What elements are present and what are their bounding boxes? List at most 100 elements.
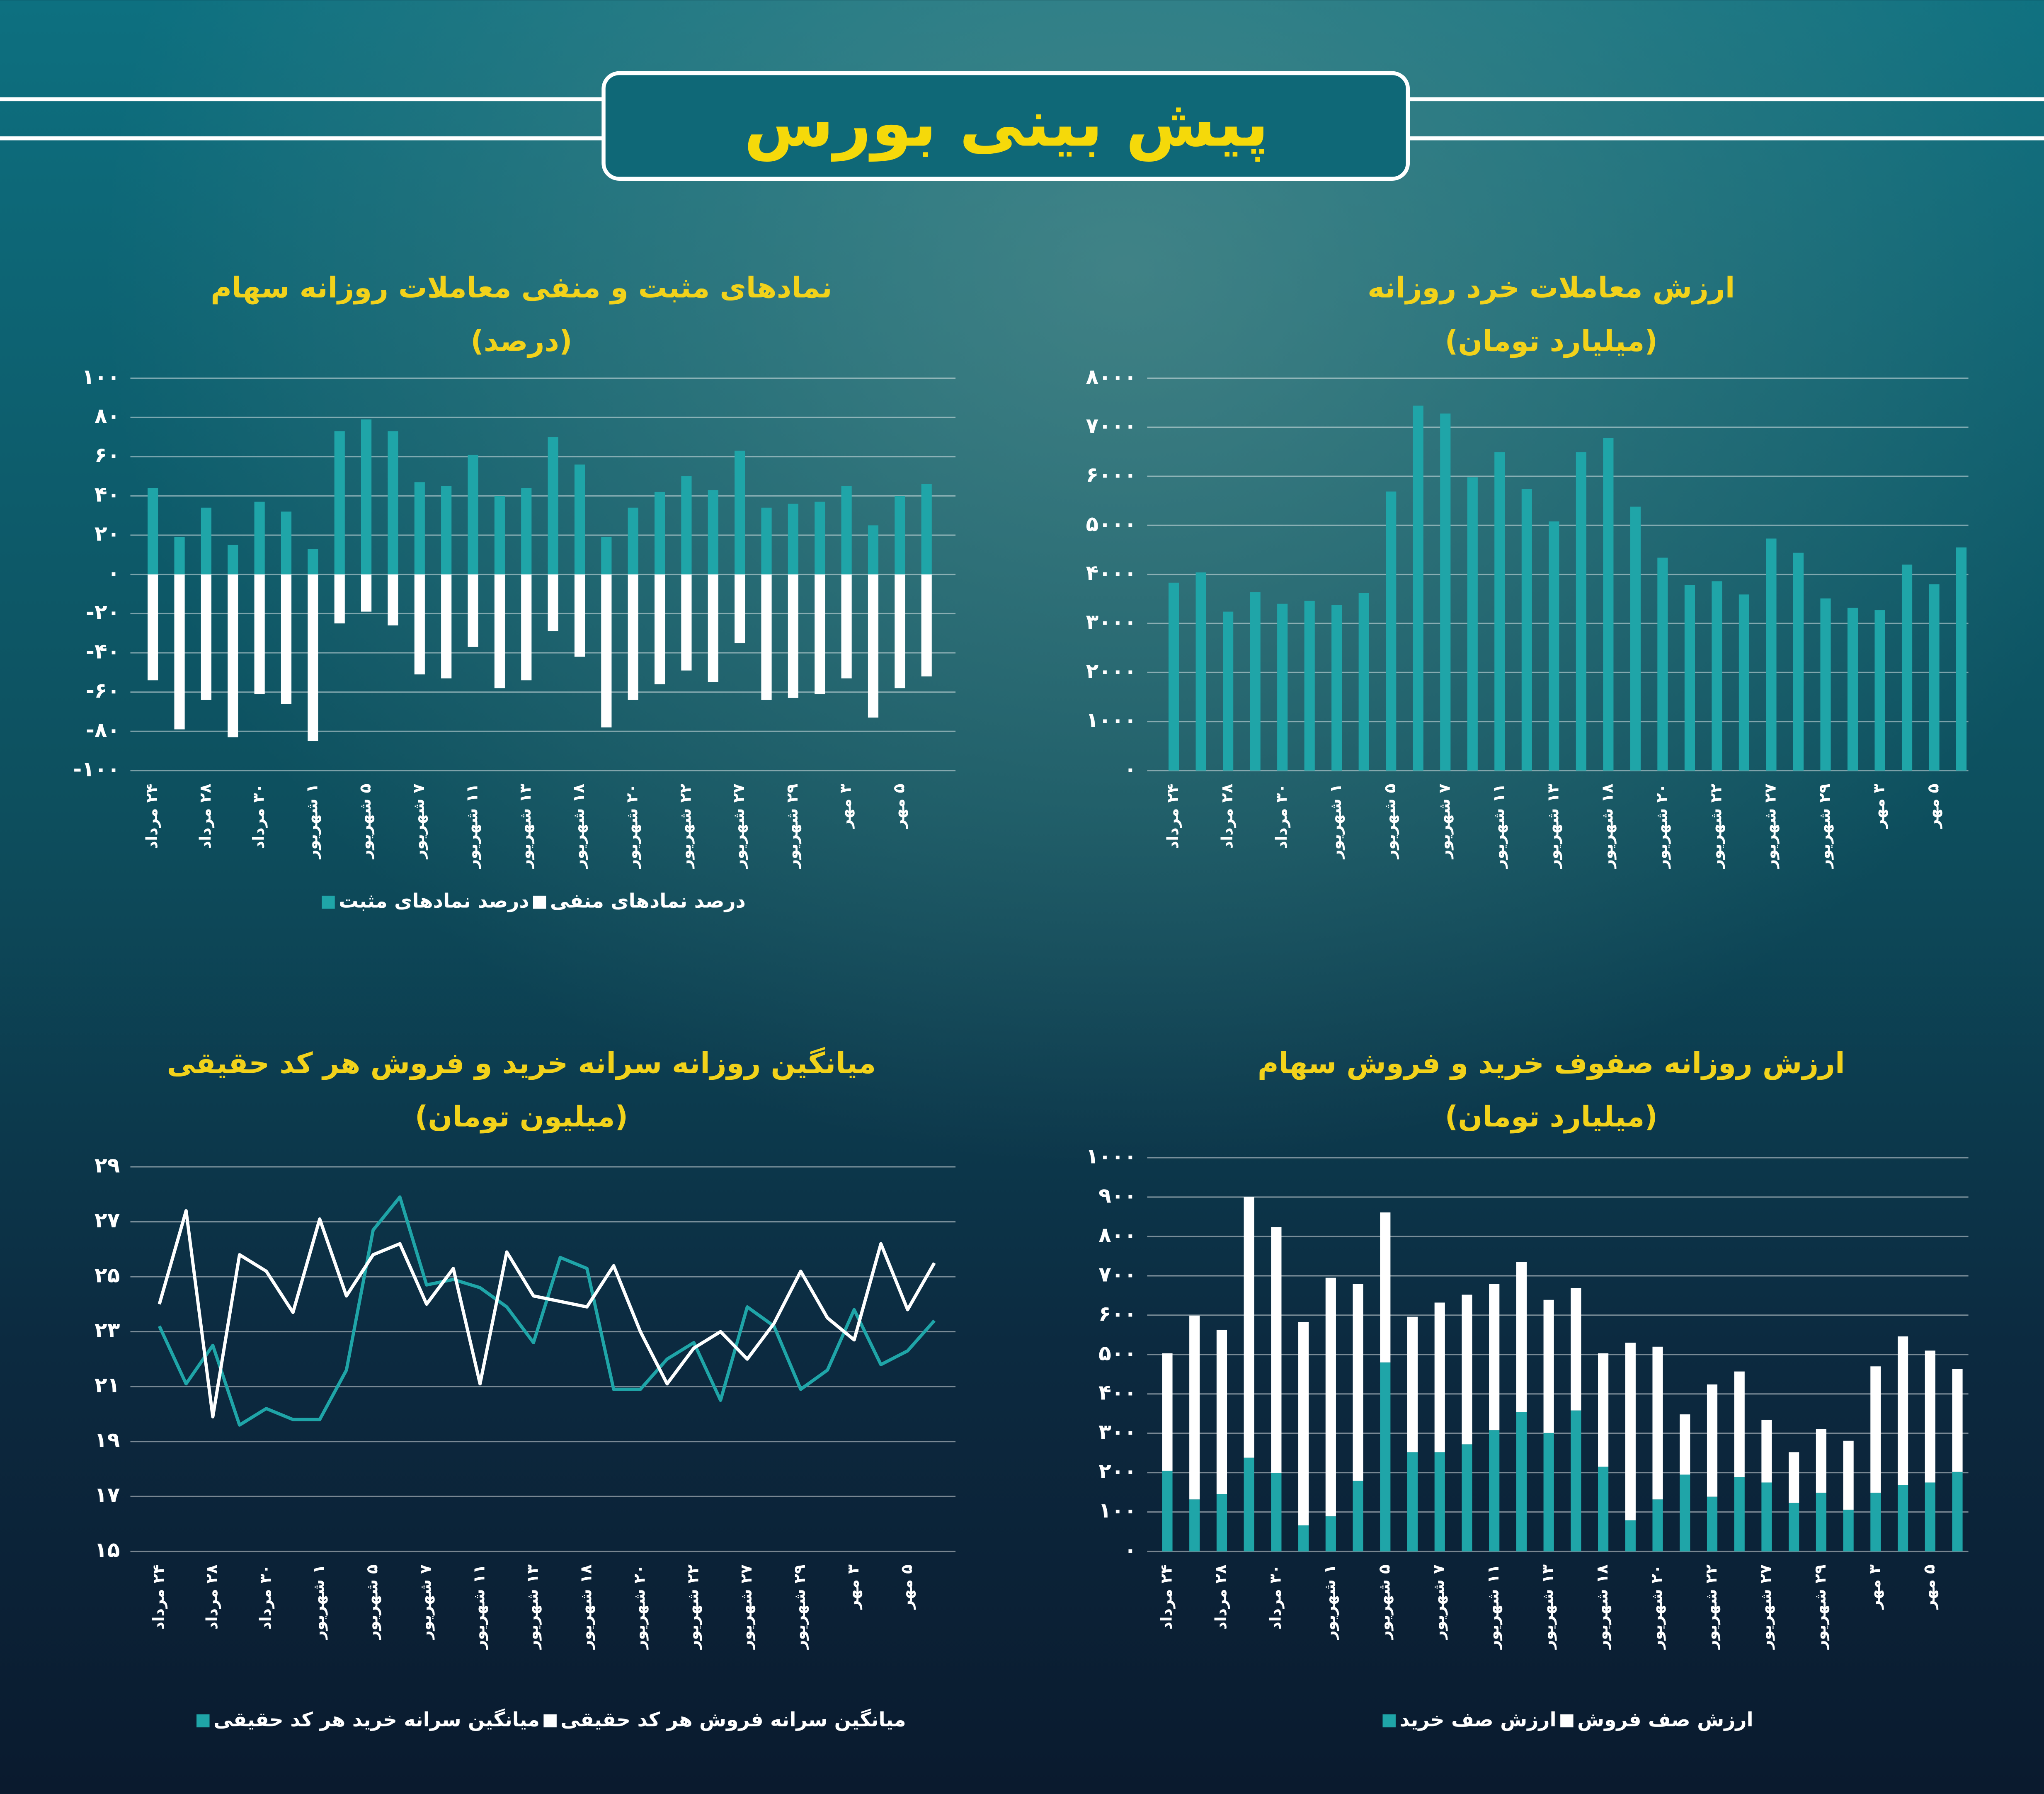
bar xyxy=(388,431,398,575)
bar xyxy=(1820,598,1831,771)
x-tick-label: ۳۰ مرداد xyxy=(250,783,268,849)
x-tick-label: ۲۸ مرداد xyxy=(1212,1564,1230,1630)
bar xyxy=(148,574,158,681)
y-tick-label: ۱۰۰۰ xyxy=(1086,1144,1137,1168)
bar xyxy=(1576,452,1586,771)
bar xyxy=(174,574,185,730)
bar-segment xyxy=(1843,1510,1854,1552)
x-tick-label: ۲۴ مرداد xyxy=(1164,783,1182,849)
chart-subtitle: (میلیارد تومان) xyxy=(1445,325,1658,358)
y-tick-label: ۱۰۰ xyxy=(1098,1498,1137,1522)
bar-segment xyxy=(1271,1227,1282,1473)
x-tick-label: ۱۱ شهریور xyxy=(1484,1564,1502,1650)
bar-segment xyxy=(1489,1430,1500,1552)
bar xyxy=(228,574,238,737)
bar xyxy=(921,484,932,575)
bar xyxy=(441,486,452,575)
chart-subtitle: (میلیون تومان) xyxy=(415,1101,628,1134)
bar xyxy=(815,574,825,694)
bar xyxy=(708,574,718,682)
bar-segment xyxy=(1652,1346,1663,1500)
y-tick-label: -۸۰ xyxy=(86,718,120,742)
bar xyxy=(334,431,345,575)
x-tick-label: ۳۰ مرداد xyxy=(1266,1564,1284,1630)
legend-swatch xyxy=(1560,1714,1574,1728)
legend-label: درصد نمادهای منفی xyxy=(550,890,746,913)
bar xyxy=(815,502,825,575)
bar-segment xyxy=(1434,1302,1445,1452)
bar-segment xyxy=(1625,1520,1636,1552)
bar xyxy=(708,490,718,575)
bar xyxy=(654,492,665,575)
chart-title: ارزش روزانه صفوف خرید و فروش سهام xyxy=(1258,1047,1845,1081)
bar-segment xyxy=(1543,1299,1554,1433)
bar-segment xyxy=(1734,1371,1745,1477)
bar-segment xyxy=(1571,1410,1581,1552)
y-tick-label: ۲۱ xyxy=(95,1373,120,1397)
legend-label: میانگین سرانه خرید هر کد حقیقی xyxy=(213,1708,540,1731)
y-tick-label: -۱۰۰ xyxy=(73,756,120,781)
bar xyxy=(574,574,585,657)
bar xyxy=(841,574,852,679)
bar-segment xyxy=(1298,1525,1309,1552)
x-tick-label: ۲۰ شهریور xyxy=(623,783,641,869)
x-tick-label: ۳ مهر xyxy=(1870,783,1888,829)
bar xyxy=(308,549,318,575)
x-tick-label: ۳۰ مرداد xyxy=(1272,783,1290,849)
bar xyxy=(761,507,772,575)
y-tick-label: ۰ xyxy=(107,560,120,585)
legend-label: ارزش صف خرید xyxy=(1399,1708,1556,1731)
bar xyxy=(921,574,932,676)
y-tick-label: ۲۳ xyxy=(95,1318,120,1342)
y-tick-label: ۵۰۰۰ xyxy=(1086,512,1137,536)
y-tick-label: ۲۵ xyxy=(95,1263,120,1287)
bar-segment xyxy=(1162,1353,1173,1471)
bar-segment xyxy=(1353,1481,1363,1552)
bar xyxy=(1738,594,1750,771)
y-tick-label: ۰ xyxy=(1124,1537,1137,1562)
bar xyxy=(654,574,665,684)
legend-swatch xyxy=(322,895,335,909)
chart-subtitle: (درصد) xyxy=(470,325,572,358)
bar-segment xyxy=(1925,1350,1935,1483)
bar xyxy=(548,437,558,575)
x-tick-label: ۱۸ شهریور xyxy=(1598,783,1616,869)
bar xyxy=(1874,610,1885,771)
bar xyxy=(361,574,372,612)
bar xyxy=(735,451,745,575)
bar-segment xyxy=(1734,1477,1745,1552)
bar xyxy=(1847,608,1858,771)
x-tick-label: ۳ مهر xyxy=(837,783,855,829)
y-tick-label: ۱۰۰ xyxy=(82,364,120,389)
bar xyxy=(468,454,478,575)
y-tick-label: ۴۰۰ xyxy=(1098,1380,1137,1404)
bar xyxy=(1684,585,1695,771)
x-tick-label: ۵ مهر xyxy=(897,1564,916,1610)
bar-segment xyxy=(1462,1295,1472,1445)
x-tick-label: ۲۰ شهریور xyxy=(1652,783,1671,869)
bar xyxy=(148,488,158,575)
x-tick-label: ۱۱ شهریور xyxy=(463,783,481,869)
y-tick-label: -۲۰ xyxy=(86,600,120,624)
chart-title: میانگین روزانه سرانه خرید و فروش هر کد ح… xyxy=(167,1047,876,1080)
chart-subtitle: (میلیارد تومان) xyxy=(1445,1101,1658,1134)
x-tick-label: ۱۳ شهریور xyxy=(1539,1564,1557,1650)
bar-segment xyxy=(1380,1362,1391,1552)
x-tick-label: ۳ مهر xyxy=(1865,1564,1884,1610)
bar-segment xyxy=(1489,1284,1500,1430)
bar xyxy=(388,574,398,625)
x-tick-label: ۲۲ شهریور xyxy=(684,1564,702,1650)
bar-segment xyxy=(1843,1440,1854,1510)
y-tick-label: ۵۰۰ xyxy=(1098,1341,1137,1365)
x-tick-label: ۲۴ مرداد xyxy=(149,1564,167,1630)
bar xyxy=(1440,413,1451,771)
bar xyxy=(1250,592,1261,771)
x-tick-label: ۱۸ شهریور xyxy=(570,783,588,869)
legend-label: میانگین سرانه فروش هر کد حقیقی xyxy=(560,1708,906,1731)
bar-segment xyxy=(1216,1329,1227,1494)
x-tick-label: ۲۷ شهریور xyxy=(1756,1564,1775,1650)
bar xyxy=(1195,572,1206,771)
bar-segment xyxy=(1325,1278,1336,1517)
bar xyxy=(628,574,638,700)
